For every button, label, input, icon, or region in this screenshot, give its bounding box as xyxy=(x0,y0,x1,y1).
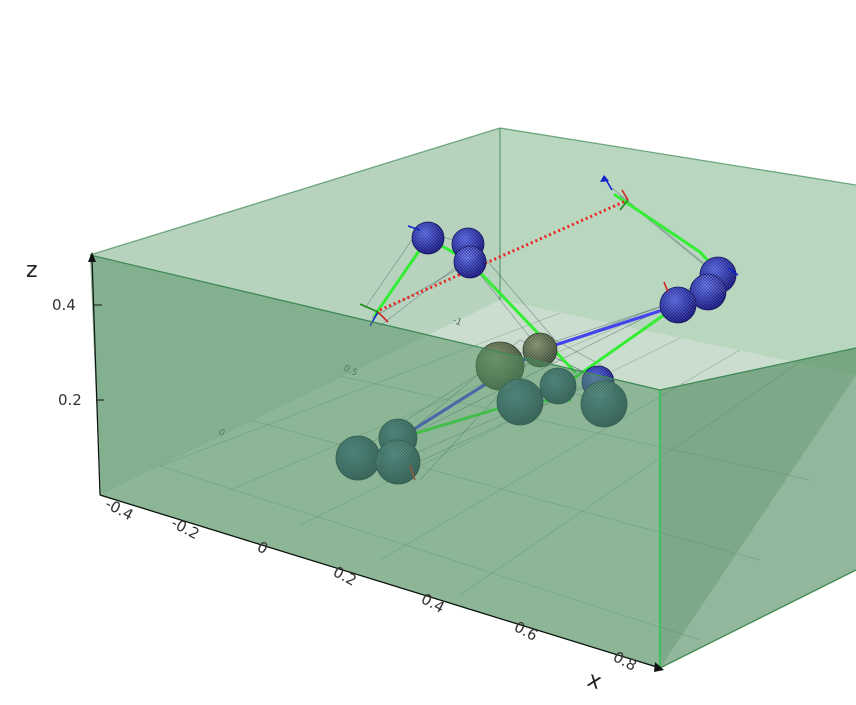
box-edge-top-right xyxy=(499,127,856,186)
red-dotted-link xyxy=(379,198,629,312)
box-edge-top-left xyxy=(89,127,501,256)
floor-tick-2: -1 xyxy=(451,316,463,329)
z-axis: z 0.4 0.2 xyxy=(26,252,104,496)
z-axis-label: z xyxy=(26,258,38,283)
x-axis-label: x xyxy=(584,667,605,695)
workspace-box-front xyxy=(89,254,856,669)
box-front-left-face xyxy=(90,255,660,668)
box-back-right-face xyxy=(500,128,856,375)
z-axis-line xyxy=(91,257,101,496)
x-axis: x -0.4 -0.2 0 0.2 0.4 0.6 0.8 xyxy=(99,494,664,695)
box-edge-front-top-left xyxy=(89,254,661,391)
box-edge-front-top-right xyxy=(659,347,856,391)
x-axis-arrowhead xyxy=(654,662,664,672)
z-axis-arrowhead xyxy=(88,252,96,262)
x-axis-line xyxy=(99,494,661,669)
box-front-right-face xyxy=(660,348,856,668)
z-tick-1: 0.2 xyxy=(58,391,82,409)
box-edge-bottom-right xyxy=(659,569,856,669)
z-tick-0: 0.4 xyxy=(52,296,76,314)
